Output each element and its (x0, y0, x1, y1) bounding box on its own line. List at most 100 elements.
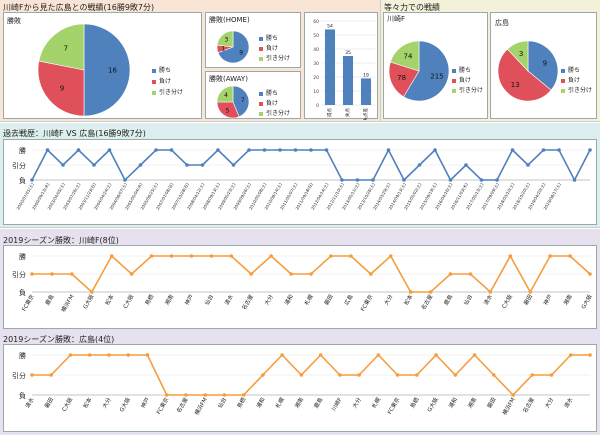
season_hiroshima-x-label: FC東京 (385, 396, 401, 416)
history-y-label: 負 (19, 176, 26, 185)
season_hiroshima-x-label: C大阪 (60, 396, 75, 413)
season_hiroshima-x-label: 松本 (81, 396, 94, 410)
breakdown-ytick-label: 50 (313, 33, 319, 39)
season_kawasaki-point (30, 272, 34, 276)
home-title: 勝敗(HOME) (209, 16, 250, 24)
overall-legend-loss: 負け (152, 76, 171, 85)
todoroki-kawasaki-legend-loss: 負け (452, 75, 471, 84)
history-point (510, 148, 515, 152)
season_kawasaki-point (149, 254, 154, 258)
season_hiroshima-point (261, 373, 265, 377)
season_hiroshima-x-label: 名古屋 (521, 396, 536, 415)
season_kawasaki-y-label: 負 (19, 288, 26, 297)
season_kawasaki-point (408, 290, 413, 294)
season_hiroshima-point (222, 393, 227, 397)
home-slice-win (217, 30, 250, 64)
history-point (371, 178, 375, 182)
history-point (417, 163, 422, 167)
season_kawasaki-x-label: 横浜FM (59, 293, 76, 314)
season_hiroshima-x-label: 磐田 (485, 396, 497, 410)
overall-slice-loss (37, 60, 85, 117)
history-point (572, 178, 577, 182)
season_kawasaki-x-label: C大阪 (500, 293, 515, 310)
season_hiroshima-x-label: 札幌 (370, 396, 383, 410)
away-slice-label-draw: 4 (224, 92, 228, 99)
season_hiroshima-x-label: 浦和 (254, 396, 266, 410)
season_kawasaki-point (129, 272, 134, 276)
season_kawasaki-x-label: G大阪 (81, 293, 96, 311)
season_kawasaki-x-label: 名古屋 (419, 293, 434, 312)
history-y-label: 引分 (12, 161, 26, 170)
season_hiroshima-x-label: 川崎F (330, 396, 344, 412)
season_hiroshima-x-label: 鳥栖 (408, 396, 421, 410)
season_kawasaki-point (588, 272, 592, 276)
season_hiroshima-point (30, 373, 34, 377)
history-point (541, 148, 546, 152)
history-point (200, 163, 205, 167)
todoroki-hiroshima-legend-loss: 負け (561, 75, 580, 84)
history-point (169, 148, 174, 152)
history-point (557, 148, 561, 152)
todoroki-kawasaki-panel: 川崎F 215 78 74 勝ち 負け 引き分け (383, 12, 488, 119)
away-slice-draw (216, 85, 234, 103)
breakdown-bar-value-0: 54 (327, 23, 333, 29)
season_kawasaki-point (508, 254, 513, 258)
overall-slice-label-win: 16 (108, 66, 117, 74)
season_kawasaki-point (229, 254, 234, 258)
breakdown-bar-chart: 0 10 20 30 40 50 60 54 得点 35 失点 19 得失点差 (313, 19, 375, 120)
season-hiroshima-title: 2019シーズン勝敗：広島(4位) (3, 335, 115, 344)
season_hiroshima-point (549, 373, 554, 377)
overall-slice-label-loss: 9 (60, 85, 64, 93)
history-title: 過去戦歴：川崎F VS 広島(16勝9敗7分) (3, 129, 146, 138)
season_hiroshima-y-label: 引分 (12, 371, 26, 380)
history-point (45, 148, 50, 152)
history-point (495, 178, 499, 182)
season_hiroshima-point (588, 353, 592, 357)
season_hiroshima-x-label: 清水 (562, 396, 575, 410)
away-slice-win (232, 85, 250, 118)
season_kawasaki-x-label: 松本 (103, 293, 116, 307)
season_kawasaki-x-label: C大阪 (121, 293, 136, 310)
breakdown-bar-value-1: 35 (345, 50, 351, 56)
todoroki_kawasaki-slice-label-loss: 78 (397, 74, 406, 82)
history-point (92, 163, 96, 167)
history-point (278, 148, 282, 152)
history-point (293, 148, 298, 152)
season_hiroshima-x-label: 大分 (350, 396, 363, 410)
away-slice-label-win: 7 (241, 97, 245, 104)
todoroki-hiroshima-panel: 広島 9 13 3 勝ち 負け 引き分け (490, 12, 597, 119)
overall-panel: 勝敗 16 9 7 勝ち 負け 引き分け (3, 12, 202, 119)
history-point (138, 163, 143, 167)
breakdown-ytick-label: 30 (313, 61, 319, 67)
season_hiroshima-point (87, 353, 92, 357)
season-kawasaki-title: 2019シーズン勝敗：川崎F(8位) (3, 236, 119, 245)
history-point (185, 163, 189, 167)
season_hiroshima-point (299, 373, 304, 377)
season_hiroshima-x-label: 神戸 (139, 396, 152, 410)
history-point (526, 163, 530, 167)
history-point (231, 163, 236, 167)
season_kawasaki-x-label: 神戸 (541, 293, 554, 307)
season_kawasaki-y-label: 引分 (12, 270, 26, 279)
season_kawasaki-y-label: 勝 (19, 252, 26, 261)
season_hiroshima-point (241, 393, 246, 397)
season_kawasaki-x-label: 神戸 (183, 293, 196, 307)
todoroki-hiroshima-title: 広島 (495, 19, 509, 27)
season_hiroshima-x-label: 浦和 (447, 396, 459, 410)
season_kawasaki-x-label: 磐田 (322, 293, 334, 307)
season_hiroshima-point (126, 353, 131, 357)
season_hiroshima-point (145, 353, 150, 357)
away-pie-chart: 7 5 4 (216, 85, 250, 119)
breakdown-ytick-label: 60 (313, 19, 319, 25)
season_kawasaki-point (269, 254, 273, 258)
season_hiroshima-x-label: 鹿島 (312, 396, 325, 410)
season_kawasaki-point (209, 254, 214, 258)
history-point (324, 148, 329, 152)
season_hiroshima-x-label: G大阪 (117, 396, 132, 414)
season_kawasaki-x-label: 大分 (382, 293, 395, 307)
home-slice-label-draw: 3 (225, 37, 229, 44)
season_kawasaki-point (528, 290, 533, 294)
season_hiroshima-point (434, 353, 438, 357)
season_hiroshima-point (415, 373, 419, 377)
season_kawasaki-point (329, 254, 333, 258)
